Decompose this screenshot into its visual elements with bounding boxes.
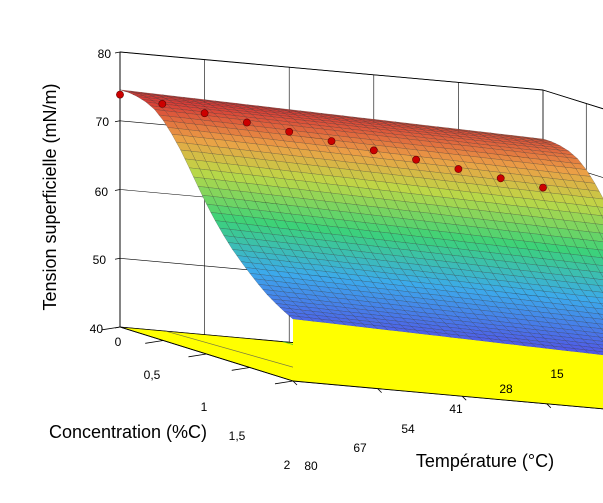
data-point-marker xyxy=(242,118,251,127)
y-tick-mark xyxy=(292,380,298,386)
surface-front-skirt xyxy=(293,319,603,409)
y-tick-label: 28 xyxy=(499,382,513,396)
y-tick-mark xyxy=(377,388,382,393)
data-point-marker xyxy=(454,165,463,173)
y-tick-mark xyxy=(546,403,552,409)
x-axis-ticks: 0 0,5 1 1,5 2 xyxy=(115,335,291,472)
y-tick-label: 41 xyxy=(449,402,463,416)
x-tick-mark xyxy=(188,353,207,358)
z-tick-mark xyxy=(114,257,121,260)
y-tick-mark xyxy=(461,395,467,401)
data-point-marker xyxy=(285,127,294,136)
y-tick-label: 80 xyxy=(304,459,318,473)
x-tick-mark xyxy=(145,340,164,344)
y-axis-title: Température (°C) xyxy=(416,451,554,471)
z-tick-label: 40 xyxy=(90,322,104,336)
data-point-marker xyxy=(200,109,209,118)
data-points xyxy=(116,90,547,192)
data-point-marker xyxy=(369,146,378,155)
y-tick-label: 54 xyxy=(401,422,415,436)
x-tick-label: 0,5 xyxy=(144,368,161,382)
box-edge xyxy=(292,380,603,410)
x-tick-label: 2 xyxy=(284,458,291,472)
y-tick-label: 15 xyxy=(550,367,564,381)
box-edge xyxy=(119,326,294,382)
data-point-marker xyxy=(496,174,505,183)
data-point-marker xyxy=(116,90,124,99)
y-axis-ticks: 15 28 41 54 67 80 xyxy=(304,367,564,473)
x-tick-mark xyxy=(274,380,294,385)
z-tick-label: 80 xyxy=(98,47,112,61)
x-axis-title: Concentration (%C) xyxy=(49,422,207,442)
box-edge xyxy=(542,89,603,110)
y-tick-label: 67 xyxy=(353,441,367,455)
x-tick-label: 1,5 xyxy=(229,429,246,443)
box-edge xyxy=(119,51,544,91)
z-axis-title: Tension superficielle (mN/m) xyxy=(40,83,60,310)
data-point-marker xyxy=(327,137,336,145)
z-tick-label: 50 xyxy=(93,253,107,267)
z-tick-mark xyxy=(114,51,121,54)
z-tick-mark xyxy=(114,189,121,191)
z-tick-mark xyxy=(114,120,121,123)
z-tick-label: 60 xyxy=(95,185,109,199)
data-point-marker xyxy=(539,183,547,192)
x-tick-mark xyxy=(231,367,250,371)
z-axis-ticks: 40 50 60 70 80 xyxy=(90,47,112,336)
data-point-marker xyxy=(158,100,167,108)
x-tick-mark xyxy=(101,326,121,331)
z-tick-label: 70 xyxy=(96,115,110,129)
x-tick-label: 0 xyxy=(115,335,122,349)
x-tick-label: 1 xyxy=(201,400,208,414)
data-point-marker xyxy=(412,155,420,164)
response-surface xyxy=(119,89,603,409)
